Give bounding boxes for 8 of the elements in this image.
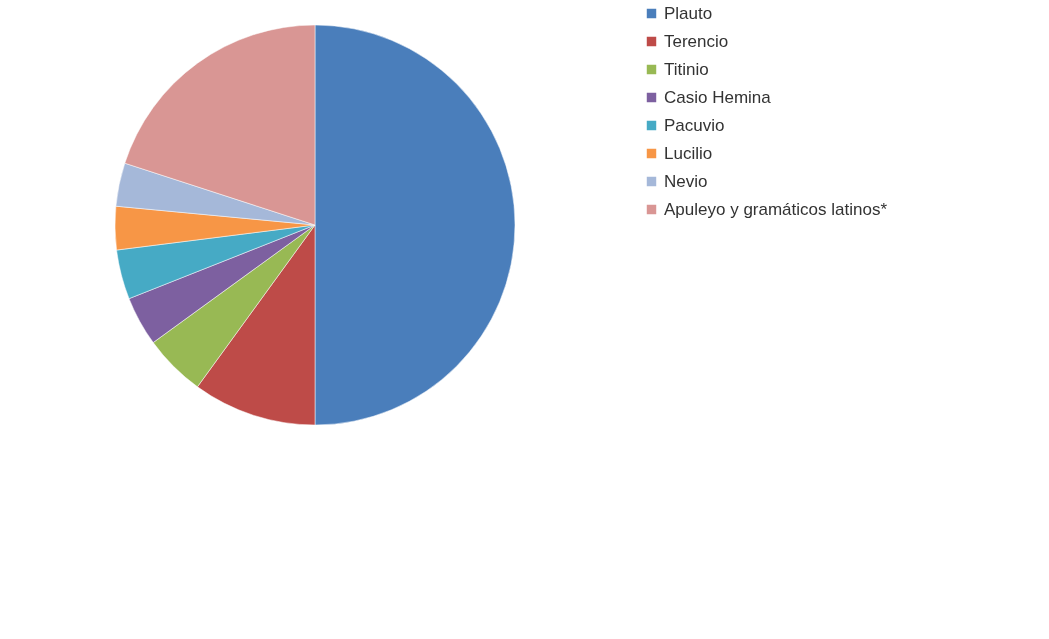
legend-label: Nevio	[664, 171, 708, 191]
legend-label: Pacuvio	[664, 115, 725, 135]
legend-label: Casio Hemina	[664, 87, 772, 107]
legend-label: Titinio	[664, 59, 709, 79]
legend-label: Apuleyo y gramáticos latinos*	[664, 199, 888, 219]
legend-label: Lucilio	[664, 143, 713, 163]
legend-label: Plauto	[664, 3, 713, 23]
legend-label: Terencio	[664, 31, 729, 51]
